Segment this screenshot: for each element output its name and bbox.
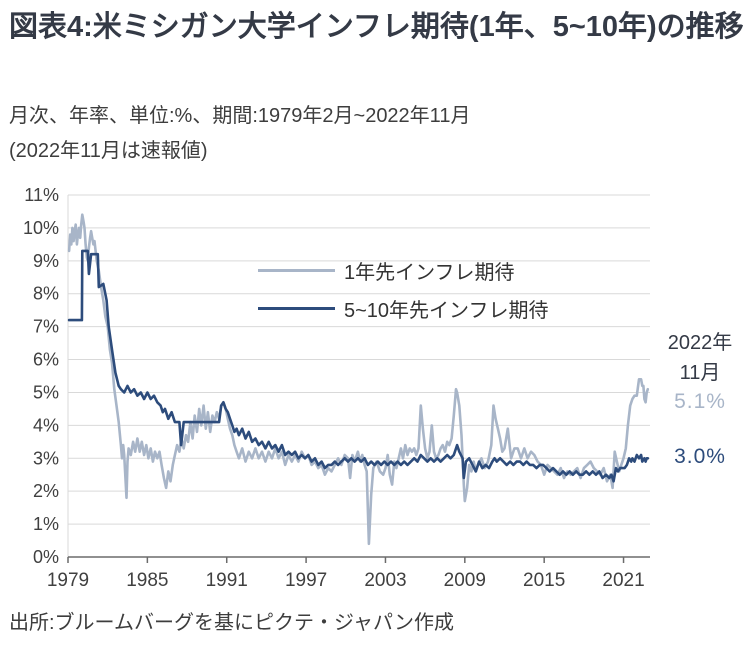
y-tick-label: 1% <box>33 514 59 534</box>
latest-date-month: 11月 <box>679 362 721 384</box>
y-tick-label: 5% <box>33 382 59 402</box>
x-tick-label: 2009 <box>444 570 486 591</box>
latest-value-5-10y: 3.0% <box>674 445 726 468</box>
legend-line-swatch-1y <box>258 268 335 272</box>
legend-item-1y: 1年先インフレ期待 <box>258 254 548 286</box>
legend-line-swatch-5-10y <box>258 306 335 310</box>
legend-label-1y: 1年先インフレ期待 <box>344 261 515 284</box>
chart-legend: 1年先インフレ期待 5~10年先インフレ期待 <box>258 254 548 330</box>
x-tick-label: 1979 <box>47 570 89 591</box>
y-tick-label: 3% <box>33 448 59 468</box>
y-tick-label: 4% <box>33 415 59 435</box>
x-tick-label: 1991 <box>206 570 248 591</box>
latest-value-1y: 5.1% <box>674 390 726 413</box>
y-tick-label: 0% <box>33 547 59 567</box>
x-tick-label: 1985 <box>126 570 168 591</box>
figure-title: 図表4:米ミシガン大学インフレ期待(1年、5~10年)の推移 <box>9 11 744 43</box>
y-tick-label: 8% <box>33 284 59 304</box>
figure-subtitle-note: (2022年11月は速報値) <box>9 140 208 162</box>
y-tick-label: 10% <box>23 218 59 238</box>
legend-label-5-10y: 5~10年先インフレ期待 <box>344 299 549 322</box>
series-line-1y <box>67 213 650 546</box>
figure-subtitle-period: 月次、年率、単位:%、期間:1979年2月~2022年11月 <box>9 105 471 127</box>
y-tick-label: 9% <box>33 251 59 271</box>
source-note: 出所:ブルームバーグを基にピクテ・ジャパン作成 <box>9 612 454 634</box>
y-tick-label: 2% <box>33 481 59 501</box>
latest-date-year: 2022年 <box>667 332 733 354</box>
legend-item-5-10y: 5~10年先インフレ期待 <box>258 292 548 324</box>
latest-date-annotation: 2022年 11月 <box>652 328 748 388</box>
y-tick-label: 7% <box>33 317 59 337</box>
x-tick-label: 1997 <box>285 570 327 591</box>
y-tick-label: 6% <box>33 350 59 370</box>
series-line-5-10y <box>67 249 650 483</box>
y-tick-label: 11% <box>24 185 59 205</box>
x-tick-label: 2015 <box>523 570 565 591</box>
x-tick-label: 2003 <box>364 570 406 591</box>
x-tick-label: 2021 <box>602 570 644 591</box>
